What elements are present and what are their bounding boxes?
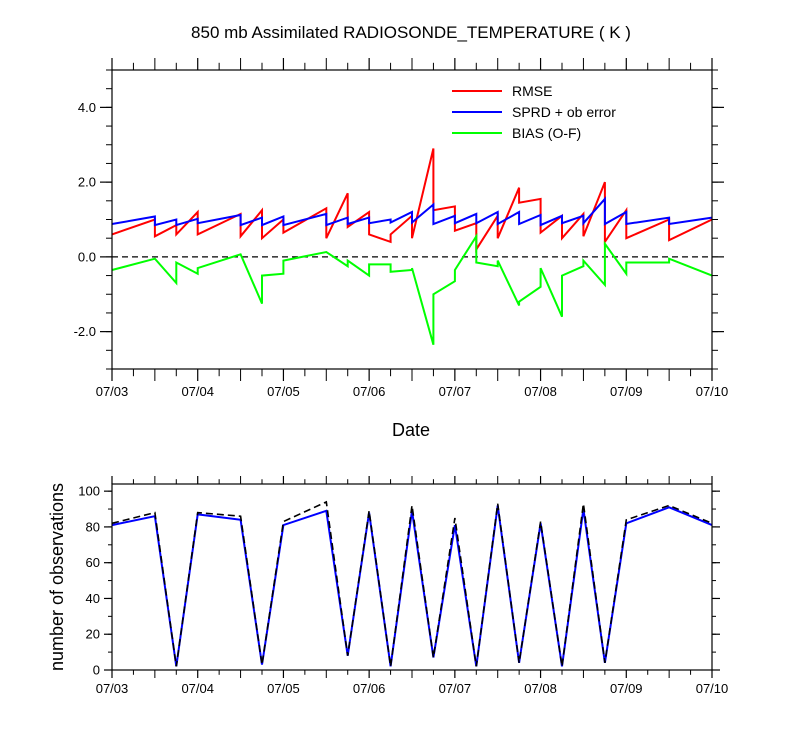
y-tick-label: 60 — [86, 555, 100, 570]
x-tick-label: 07/04 — [181, 384, 214, 399]
y-tick-label: 4.0 — [78, 100, 96, 115]
top-plot-area — [111, 148, 713, 345]
y-tick-label: 2.0 — [78, 175, 96, 190]
x-tick-label: 07/07 — [439, 384, 472, 399]
series-line-solid — [111, 505, 713, 667]
bottom-axes: 07/03 07/04 07/05 07/06 07/07 07/08 07/09 07/10… — [78, 476, 728, 696]
legend-label: SPRD + ob error — [512, 104, 616, 120]
top-axes: 07/03 07/04 07/05 07/06 07/07 07/08 07/09 07/10… — [74, 58, 729, 399]
x-axis-title: Date — [392, 420, 430, 440]
x-tick-label: 07/09 — [610, 681, 643, 696]
legend: RMSE SPRD + ob error BIAS (O-F) — [452, 83, 616, 141]
x-tick-label: 07/06 — [353, 384, 386, 399]
x-tick-label: 07/05 — [267, 384, 300, 399]
x-tick-label: 07/09 — [610, 384, 643, 399]
series-line-sprd-ob-error — [111, 196, 713, 227]
x-tick-label: 07/07 — [439, 681, 472, 696]
x-tick-label: 07/04 — [181, 681, 214, 696]
x-tick-label: 07/05 — [267, 681, 300, 696]
x-tick-label: 07/08 — [524, 681, 557, 696]
series-line-rmse — [111, 148, 713, 253]
x-tick-label: 07/03 — [96, 384, 129, 399]
y-tick-label: 0 — [93, 663, 100, 678]
bottom-plot-area — [111, 500, 713, 667]
y-axis-title: number of observations — [47, 483, 67, 671]
legend-label: BIAS (O-F) — [512, 125, 581, 141]
x-tick-label: 07/06 — [353, 681, 386, 696]
bottom-chart: 07/03 07/04 07/05 07/06 07/07 07/08 07/09 07/10… — [47, 476, 728, 696]
top-chart: 850 mb Assimilated RADIOSONDE_TEMPERATUR… — [74, 23, 729, 440]
y-tick-label: 100 — [78, 484, 100, 499]
x-tick-label: 07/10 — [696, 384, 729, 399]
x-tick-label: 07/08 — [524, 384, 557, 399]
y-tick-label: 40 — [86, 591, 100, 606]
series-line-dashed — [111, 500, 713, 667]
y-tick-label: -2.0 — [74, 324, 96, 339]
y-tick-label: 80 — [86, 519, 100, 534]
x-tick-label: 07/03 — [96, 681, 129, 696]
y-tick-label: 20 — [86, 627, 100, 642]
y-tick-label: 0.0 — [78, 249, 96, 264]
x-tick-label: 07/10 — [696, 681, 729, 696]
series-line-bias-o-f — [111, 232, 713, 345]
chart-title: 850 mb Assimilated RADIOSONDE_TEMPERATUR… — [191, 23, 631, 42]
legend-label: RMSE — [512, 83, 552, 99]
